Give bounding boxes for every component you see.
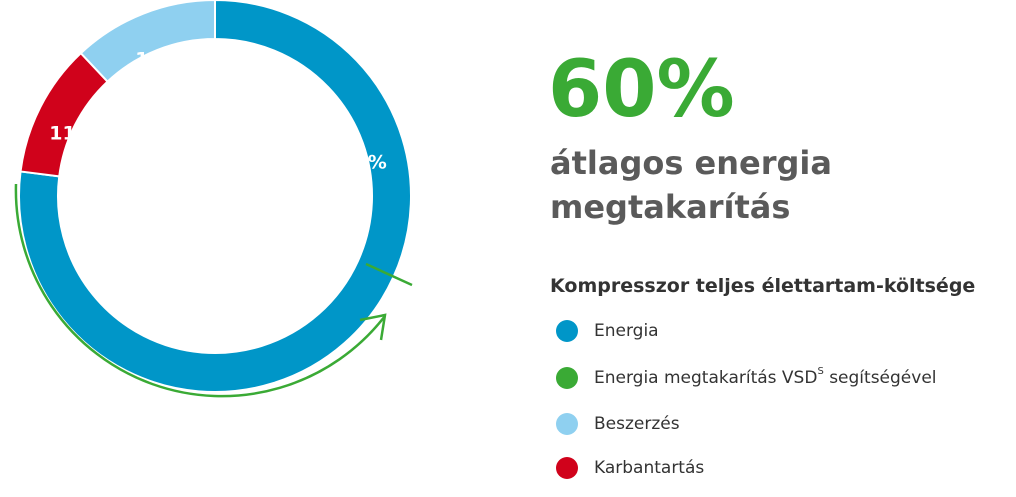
legend: Energia Energia megtakarítás VSDS segítsé… (556, 320, 937, 479)
donut-slice (18, 0, 412, 393)
subtitle: átlagos energia (550, 144, 832, 182)
legend-label: Energia megtakarítás VSDS segítségével (594, 366, 937, 388)
legend-label: Karbantartás (594, 458, 704, 478)
legend-label: Energia (594, 321, 659, 341)
legend-swatch (556, 367, 578, 389)
slice-label: 12% (135, 49, 180, 71)
legend-swatch (556, 320, 578, 342)
slice-label: 11% (49, 123, 94, 145)
subtitle: megtakarítás (550, 188, 790, 226)
savings-marker (365, 262, 413, 287)
slice-label: 77% (341, 152, 386, 174)
legend-label: Beszerzés (594, 414, 680, 434)
savings-arrow (14, 183, 386, 398)
legend-text: Energia megtakarítás VSD (594, 368, 817, 388)
legend-text: Beszerzés (594, 414, 680, 434)
donut-slice (79, 0, 216, 83)
legend-text: Karbantartás (594, 458, 704, 478)
arrow-head (359, 313, 387, 341)
legend-text: Energia (594, 321, 659, 341)
headline: 60% (548, 45, 735, 135)
legend-swatch (556, 457, 578, 479)
legend-suffix: segítségével (824, 368, 937, 388)
legend-swatch (556, 413, 578, 435)
legend-title: Kompresszor teljes élettartam-költsége (550, 275, 975, 297)
legend-sup: S (817, 366, 823, 377)
donut-slice (19, 51, 109, 178)
donut: 77% 11% 12% (14, 0, 413, 398)
